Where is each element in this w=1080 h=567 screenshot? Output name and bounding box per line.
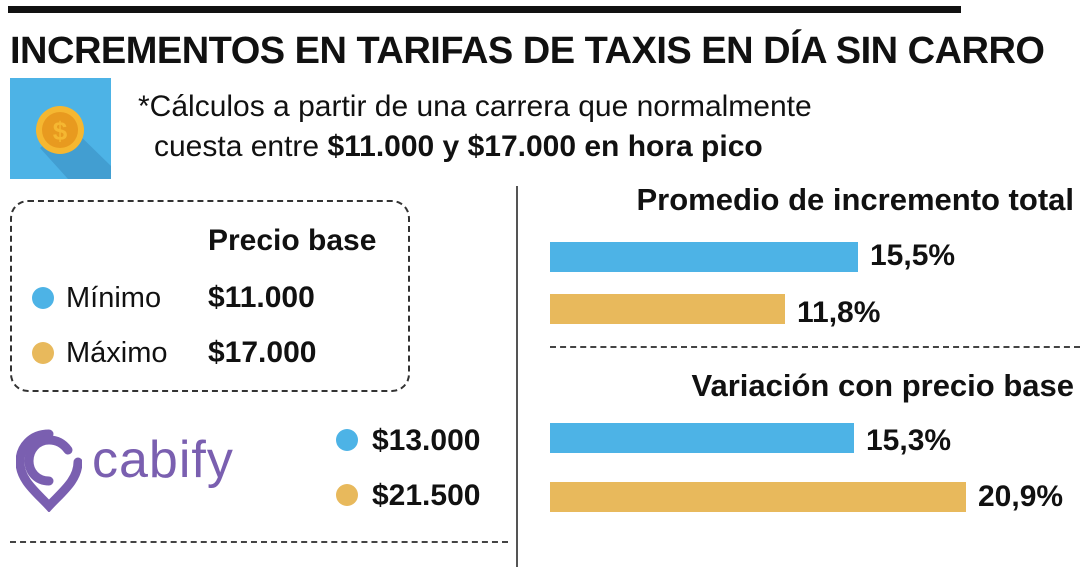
chart-2-label-blue: 15,3% (866, 424, 952, 457)
section-divider (550, 346, 1080, 348)
chart-1-bar-gold (550, 294, 785, 324)
note-line-2: cuesta entre $11.000 y $17.000 en hora p… (154, 130, 763, 164)
bottom-divider-left (10, 541, 508, 543)
cabify-dot-max (336, 484, 358, 506)
page-title: INCREMENTOS EN TARIFAS DE TAXIS EN DÍA S… (10, 30, 1045, 72)
legend-dot-minimo (32, 287, 54, 309)
legend-label-maximo: Máximo (66, 337, 168, 369)
dollar-coin-icon: $ (10, 78, 111, 179)
cabify-price-min: $13.000 (372, 424, 481, 457)
chart-2-label-gold: 20,9% (978, 480, 1064, 513)
vertical-divider (516, 186, 518, 567)
chart-2-bar-gold (550, 482, 966, 512)
chart-1-title: Promedio de incremento total (636, 182, 1074, 217)
legend-header: Precio base (208, 224, 377, 257)
legend-value-maximo: $17.000 (208, 336, 317, 369)
legend-label-minimo: Mínimo (66, 282, 162, 314)
note-line-1: *Cálculos a partir de una carrera que no… (138, 90, 812, 123)
chart-2-title: Variación con precio base (691, 368, 1075, 403)
cabify-wordmark: cabify (92, 431, 234, 489)
legend-box (10, 200, 410, 392)
chart-1-bar-blue (550, 242, 858, 272)
chart-1-label-gold: 11,8% (797, 296, 881, 329)
legend-value-minimo: $11.000 (208, 281, 315, 314)
top-rule (8, 6, 961, 13)
cabify-dot-min (336, 429, 358, 451)
svg-text:$: $ (53, 116, 68, 146)
chart-2-bar-blue (550, 423, 854, 453)
cabify-logo-icon (15, 428, 83, 517)
chart-1-label-blue: 15,5% (870, 239, 956, 272)
note-line-2-bold: $11.000 y $17.000 en hora pico (327, 130, 763, 163)
note-line-2-text: cuesta entre (154, 130, 328, 163)
cabify-price-max: $21.500 (372, 479, 481, 512)
legend-dot-maximo (32, 342, 54, 364)
